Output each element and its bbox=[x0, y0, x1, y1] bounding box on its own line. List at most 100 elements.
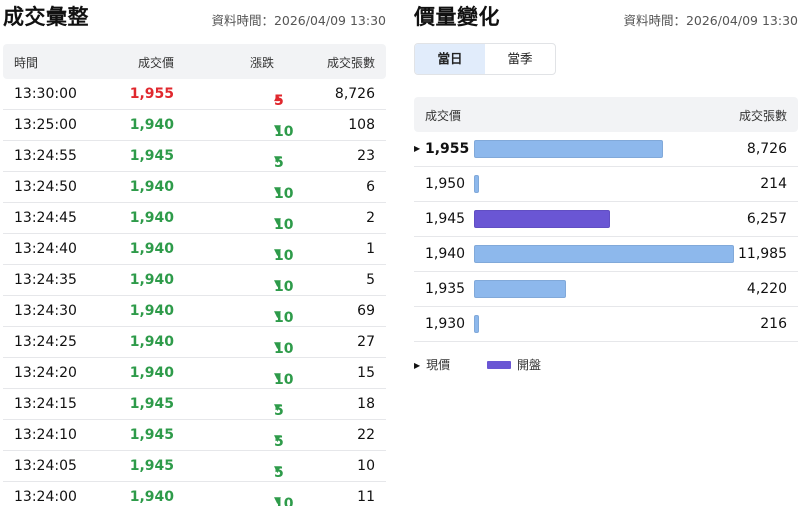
volume-bar bbox=[474, 245, 734, 263]
row-volume: 8,726 bbox=[746, 141, 787, 157]
row-time: 13:25:00 bbox=[14, 117, 77, 133]
row-price: 1,940 bbox=[129, 241, 174, 257]
row-time: 13:24:15 bbox=[14, 396, 77, 412]
triangle-down-icon: ▼ bbox=[274, 341, 281, 351]
row-volume: 22 bbox=[357, 427, 375, 443]
col-price: 成交價 bbox=[137, 56, 174, 70]
legend-open: 開盤 bbox=[487, 356, 541, 373]
table-row: 13:24:45 1,940 ▼ 10 2 bbox=[3, 203, 386, 234]
triangle-up-icon: ▲ bbox=[274, 93, 281, 103]
row-change-value: 10 bbox=[274, 341, 294, 357]
row-time: 13:24:30 bbox=[14, 303, 77, 319]
price-volume-header: 價量變化 資料時間：2026/04/09 13:30 bbox=[414, 0, 798, 40]
table-row: 13:24:35 1,940 ▼ 10 5 bbox=[3, 265, 386, 296]
table-row: 13:24:40 1,940 ▼ 10 1 bbox=[3, 234, 386, 265]
row-volume: 11 bbox=[357, 489, 375, 505]
legend-current-label: 現價 bbox=[426, 358, 451, 372]
row-volume: 6 bbox=[366, 179, 375, 195]
row-volume: 11,985 bbox=[738, 246, 787, 262]
row-volume: 10 bbox=[357, 458, 375, 474]
triangle-down-icon: ▼ bbox=[274, 217, 281, 227]
volume-chart: ▶ 1,955 8,726 1,950 214 1,945 6,257 1,940 11,985… bbox=[414, 132, 798, 342]
row-time: 13:24:05 bbox=[14, 458, 77, 474]
price-volume-row: 1,945 6,257 bbox=[414, 202, 798, 237]
row-price: 1,955 bbox=[425, 141, 470, 157]
table-row: 13:30:00 1,955 ▲ 5 8,726 bbox=[3, 79, 386, 110]
volume-bar bbox=[474, 315, 479, 333]
price-volume-title: 價量變化 bbox=[414, 5, 500, 29]
triangle-down-icon: ▼ bbox=[274, 310, 281, 320]
row-price: 1,945 bbox=[425, 211, 466, 227]
row-change-value: 10 bbox=[274, 496, 294, 506]
row-time: 13:24:20 bbox=[14, 365, 77, 381]
trade-table-header: 時間 成交價 漲跌 成交張數 bbox=[3, 44, 386, 79]
row-change-value: 10 bbox=[274, 279, 294, 295]
triangle-down-icon: ▼ bbox=[274, 403, 281, 413]
volume-bar bbox=[474, 175, 479, 193]
row-change-value: 5 bbox=[274, 403, 284, 419]
row-price: 1,935 bbox=[425, 281, 466, 297]
trade-summary-panel: 成交彙整 資料時間：2026/04/09 13:30 時間 成交價 漲跌 成交張… bbox=[3, 0, 386, 506]
price-volume-row: 1,935 4,220 bbox=[414, 272, 798, 307]
current-price-marker-icon: ▶ bbox=[414, 144, 421, 153]
table-row: 13:25:00 1,940 ▼ 10 108 bbox=[3, 110, 386, 141]
price-volume-row: 1,940 11,985 bbox=[414, 237, 798, 272]
row-volume: 15 bbox=[357, 365, 375, 381]
row-volume: 4,220 bbox=[746, 281, 787, 297]
row-price: 1,940 bbox=[129, 365, 174, 381]
row-price: 1,940 bbox=[129, 272, 174, 288]
row-change-value: 10 bbox=[274, 186, 294, 202]
row-volume: 6,257 bbox=[746, 211, 787, 227]
row-change-value: 5 bbox=[274, 93, 284, 109]
row-time: 13:24:55 bbox=[14, 148, 77, 164]
table-row: 13:24:25 1,940 ▼ 10 27 bbox=[3, 327, 386, 358]
row-price: 1,940 bbox=[129, 210, 174, 226]
row-price: 1,940 bbox=[129, 303, 174, 319]
triangle-down-icon: ▼ bbox=[274, 496, 281, 506]
row-price: 1,955 bbox=[129, 86, 174, 102]
legend-current: ▶ 現價 bbox=[414, 356, 450, 373]
col-price: 成交價 bbox=[425, 109, 462, 123]
col-change: 漲跌 bbox=[249, 56, 274, 70]
col-volume: 成交張數 bbox=[738, 109, 787, 123]
table-row: 13:24:00 1,940 ▼ 10 11 bbox=[3, 482, 386, 506]
price-volume-row: ▶ 1,955 8,726 bbox=[414, 132, 798, 167]
trade-summary-header: 成交彙整 資料時間：2026/04/09 13:30 bbox=[3, 0, 386, 40]
row-change-value: 10 bbox=[274, 372, 294, 388]
trade-table-body: 13:30:00 1,955 ▲ 5 8,726 13:25:00 1,940 ▼ 10 108 1… bbox=[3, 79, 386, 506]
triangle-down-icon: ▼ bbox=[274, 155, 281, 165]
row-price: 1,945 bbox=[129, 427, 174, 443]
row-price: 1,940 bbox=[129, 334, 174, 350]
price-volume-timestamp: 資料時間：2026/04/09 13:30 bbox=[623, 13, 798, 28]
row-change-value: 5 bbox=[274, 155, 284, 171]
table-row: 13:24:05 1,945 ▼ 5 10 bbox=[3, 451, 386, 482]
row-time: 13:24:35 bbox=[14, 272, 77, 288]
price-volume-row: 1,930 216 bbox=[414, 307, 798, 342]
row-price: 1,950 bbox=[425, 176, 466, 192]
volume-bar bbox=[474, 280, 566, 298]
volume-table-header: 成交價 成交張數 bbox=[414, 97, 798, 132]
triangle-down-icon: ▼ bbox=[274, 248, 281, 258]
tab-today[interactable]: 當日 bbox=[415, 44, 485, 74]
triangle-down-icon: ▼ bbox=[274, 186, 281, 196]
row-volume: 8,726 bbox=[334, 86, 375, 102]
row-volume: 23 bbox=[357, 148, 375, 164]
row-price: 1,940 bbox=[129, 117, 174, 133]
row-volume: 216 bbox=[760, 316, 787, 332]
row-time: 13:30:00 bbox=[14, 86, 77, 102]
row-time: 13:24:40 bbox=[14, 241, 77, 257]
row-time: 13:24:00 bbox=[14, 489, 77, 505]
row-time: 13:24:50 bbox=[14, 179, 77, 195]
triangle-down-icon: ▼ bbox=[274, 124, 281, 134]
row-price: 1,940 bbox=[425, 246, 466, 262]
table-row: 13:24:30 1,940 ▼ 10 69 bbox=[3, 296, 386, 327]
row-volume: 69 bbox=[357, 303, 375, 319]
row-volume: 18 bbox=[357, 396, 375, 412]
row-price: 1,940 bbox=[129, 489, 174, 505]
row-change-value: 5 bbox=[274, 434, 284, 450]
row-price: 1,945 bbox=[129, 458, 174, 474]
row-price: 1,945 bbox=[129, 396, 174, 412]
table-row: 13:24:15 1,945 ▼ 5 18 bbox=[3, 389, 386, 420]
tab-quarter[interactable]: 當季 bbox=[507, 51, 533, 66]
row-volume: 214 bbox=[760, 176, 787, 192]
